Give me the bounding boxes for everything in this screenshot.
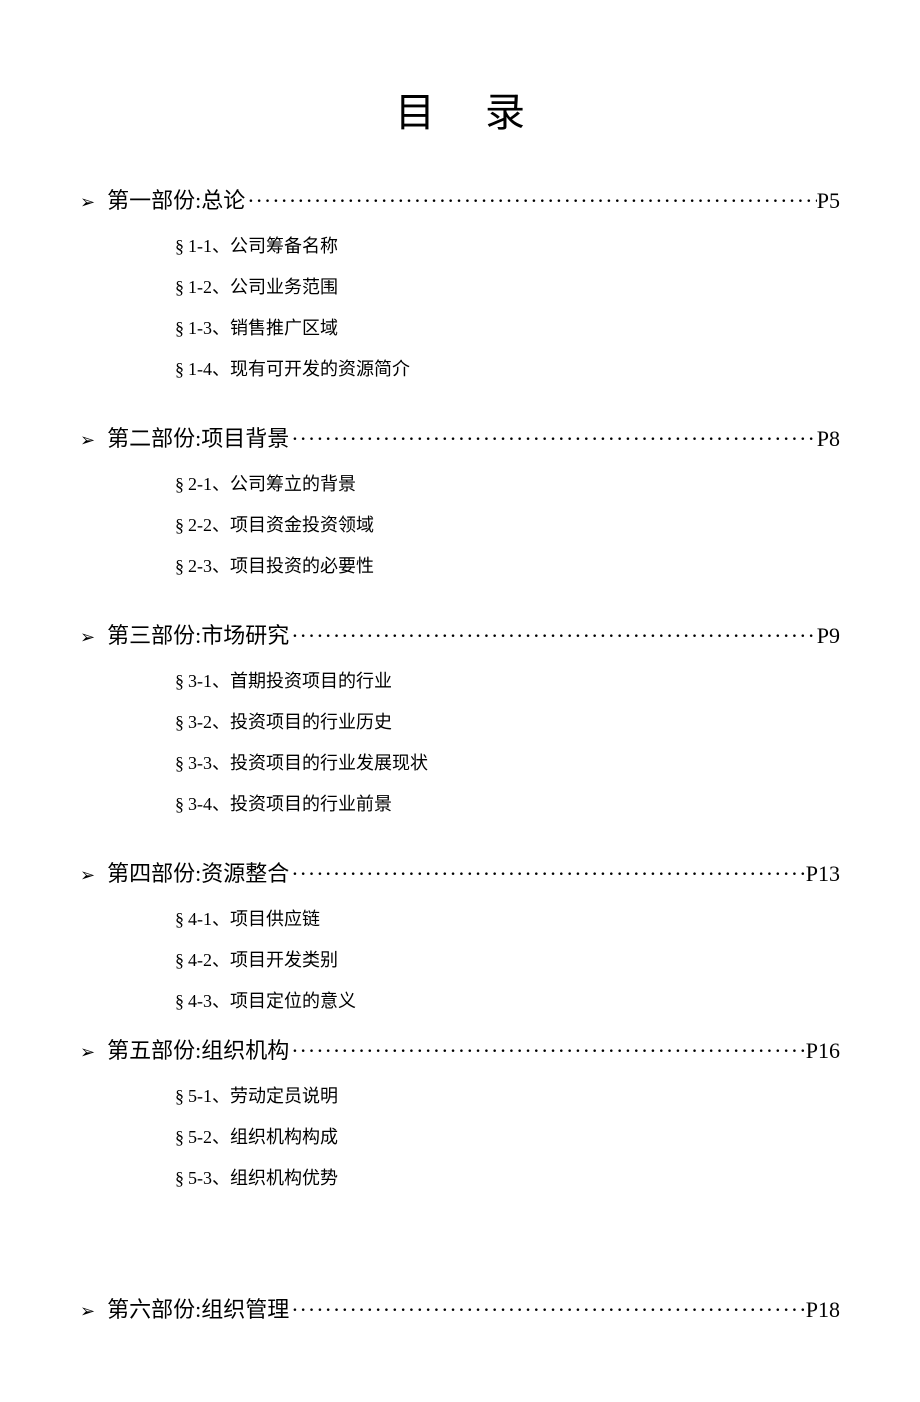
toc-sub-item-label: 3-4、投资项目的行业前景: [188, 794, 392, 814]
toc-section: ➢ 第三部份:市场研究······························…: [80, 618, 840, 818]
section-mark-icon: §: [175, 359, 184, 379]
bullet-icon: ➢: [80, 192, 95, 213]
section-mark-icon: §: [175, 909, 184, 929]
toc-section-header: ➢ 第四部份:资源整合······························…: [80, 856, 840, 888]
toc-sub-items: §3-1、首期投资项目的行业§3-2、投资项目的行业历史§3-3、投资项目的行业…: [80, 668, 840, 818]
section-mark-icon: §: [175, 515, 184, 535]
toc-section: ➢ 第一部份:总论································…: [80, 183, 840, 383]
section-mark-icon: §: [175, 1168, 184, 1188]
section-mark-icon: §: [175, 950, 184, 970]
toc-sub-item: §1-4、现有可开发的资源简介: [175, 356, 840, 383]
toc-sub-item-label: 1-3、销售推广区域: [188, 318, 338, 338]
toc-sub-item: §2-3、项目投资的必要性: [175, 553, 840, 580]
toc-sub-item-label: 4-1、项目供应链: [188, 909, 320, 929]
toc-section: ➢ 第六部份:组织管理······························…: [80, 1292, 840, 1324]
toc-sub-item: §5-2、组织机构构成: [175, 1124, 840, 1151]
toc-sub-item: §1-2、公司业务范围: [175, 274, 840, 301]
toc-sub-item: §3-4、投资项目的行业前景: [175, 791, 840, 818]
toc-section-title: 第五部份:组织机构: [107, 1033, 289, 1065]
toc-section: ➢ 第二部份:项目背景······························…: [80, 421, 840, 580]
bullet-icon: ➢: [80, 865, 95, 886]
toc-sub-item: §5-1、劳动定员说明: [175, 1083, 840, 1110]
toc-leader-dots: ········································…: [289, 1297, 806, 1323]
toc-section-title: 第二部份:项目背景: [107, 421, 289, 453]
toc-sub-item-label: 5-2、组织机构构成: [188, 1127, 338, 1147]
toc-sub-item-label: 4-2、项目开发类别: [188, 950, 338, 970]
bullet-icon: ➢: [80, 627, 95, 648]
toc-sub-item: §3-2、投资项目的行业历史: [175, 709, 840, 736]
section-mark-icon: §: [175, 794, 184, 814]
toc-page-number: P18: [806, 1297, 840, 1323]
section-mark-icon: §: [175, 236, 184, 256]
toc-section-header: ➢ 第三部份:市场研究······························…: [80, 618, 840, 650]
toc-sub-item: §1-3、销售推广区域: [175, 315, 840, 342]
toc-section-header: ➢ 第二部份:项目背景······························…: [80, 421, 840, 453]
toc-leader-dots: ········································…: [289, 623, 817, 649]
toc-page-number: P5: [817, 188, 840, 214]
toc-page-number: P9: [817, 623, 840, 649]
section-mark-icon: §: [175, 277, 184, 297]
toc-leader-dots: ········································…: [289, 1038, 806, 1064]
toc-sub-item-label: 5-1、劳动定员说明: [188, 1086, 338, 1106]
toc-sub-item: §4-3、项目定位的意义: [175, 988, 840, 1015]
toc-sub-item: §1-1、公司筹备名称: [175, 233, 840, 260]
toc-sub-item-label: 3-1、首期投资项目的行业: [188, 671, 392, 691]
toc-section-header: ➢ 第五部份:组织机构······························…: [80, 1033, 840, 1065]
toc-sub-item: §2-2、项目资金投资领域: [175, 512, 840, 539]
toc-sub-items: §1-1、公司筹备名称§1-2、公司业务范围§1-3、销售推广区域§1-4、现有…: [80, 233, 840, 383]
toc-sub-items: §5-1、劳动定员说明§5-2、组织机构构成§5-3、组织机构优势: [80, 1083, 840, 1192]
toc-sub-item: §5-3、组织机构优势: [175, 1165, 840, 1192]
toc-page-number: P16: [806, 1038, 840, 1064]
section-mark-icon: §: [175, 753, 184, 773]
toc-sub-item-label: 2-3、项目投资的必要性: [188, 556, 374, 576]
section-mark-icon: §: [175, 712, 184, 732]
toc-section: ➢ 第四部份:资源整合······························…: [80, 856, 840, 1015]
toc-leader-dots: ········································…: [289, 426, 817, 452]
toc-page-number: P13: [806, 861, 840, 887]
bullet-icon: ➢: [80, 1301, 95, 1322]
toc-sub-item-label: 4-3、项目定位的意义: [188, 991, 356, 1011]
toc-sub-item-label: 5-3、组织机构优势: [188, 1168, 338, 1188]
toc-section-header: ➢ 第一部份:总论································…: [80, 183, 840, 215]
section-mark-icon: §: [175, 1086, 184, 1106]
toc-sub-items: §4-1、项目供应链§4-2、项目开发类别§4-3、项目定位的意义: [80, 906, 840, 1015]
toc-leader-dots: ········································…: [289, 861, 806, 887]
toc-section-title: 第一部份:总论: [107, 183, 245, 215]
section-mark-icon: §: [175, 991, 184, 1011]
toc-sub-item-label: 3-2、投资项目的行业历史: [188, 712, 392, 732]
section-mark-icon: §: [175, 671, 184, 691]
toc-sub-item-label: 1-2、公司业务范围: [188, 277, 338, 297]
toc-sub-item: §4-1、项目供应链: [175, 906, 840, 933]
toc-sub-item: §3-3、投资项目的行业发展现状: [175, 750, 840, 777]
toc-sub-item: §3-1、首期投资项目的行业: [175, 668, 840, 695]
toc-leader-dots: ········································…: [245, 188, 817, 214]
toc-sub-item-label: 3-3、投资项目的行业发展现状: [188, 753, 428, 773]
toc-sub-item-label: 2-1、公司筹立的背景: [188, 474, 356, 494]
page-title: 目录: [80, 80, 840, 138]
toc-sub-item: §2-1、公司筹立的背景: [175, 471, 840, 498]
toc-section-title: 第三部份:市场研究: [107, 618, 289, 650]
toc-section: ➢ 第五部份:组织机构······························…: [80, 1033, 840, 1192]
section-mark-icon: §: [175, 318, 184, 338]
toc-sub-item-label: 2-2、项目资金投资领域: [188, 515, 374, 535]
toc-page-number: P8: [817, 426, 840, 452]
toc-section-title: 第六部份:组织管理: [107, 1292, 289, 1324]
table-of-contents: ➢第一部份:总论································…: [80, 183, 840, 1324]
toc-sub-item-label: 1-4、现有可开发的资源简介: [188, 359, 410, 379]
section-mark-icon: §: [175, 474, 184, 494]
toc-section-title: 第四部份:资源整合: [107, 856, 289, 888]
section-mark-icon: §: [175, 556, 184, 576]
toc-section-header: ➢ 第六部份:组织管理······························…: [80, 1292, 840, 1324]
section-mark-icon: §: [175, 1127, 184, 1147]
bullet-icon: ➢: [80, 430, 95, 451]
toc-sub-items: §2-1、公司筹立的背景§2-2、项目资金投资领域§2-3、项目投资的必要性: [80, 471, 840, 580]
toc-sub-item: §4-2、项目开发类别: [175, 947, 840, 974]
toc-sub-item-label: 1-1、公司筹备名称: [188, 236, 338, 256]
bullet-icon: ➢: [80, 1042, 95, 1063]
